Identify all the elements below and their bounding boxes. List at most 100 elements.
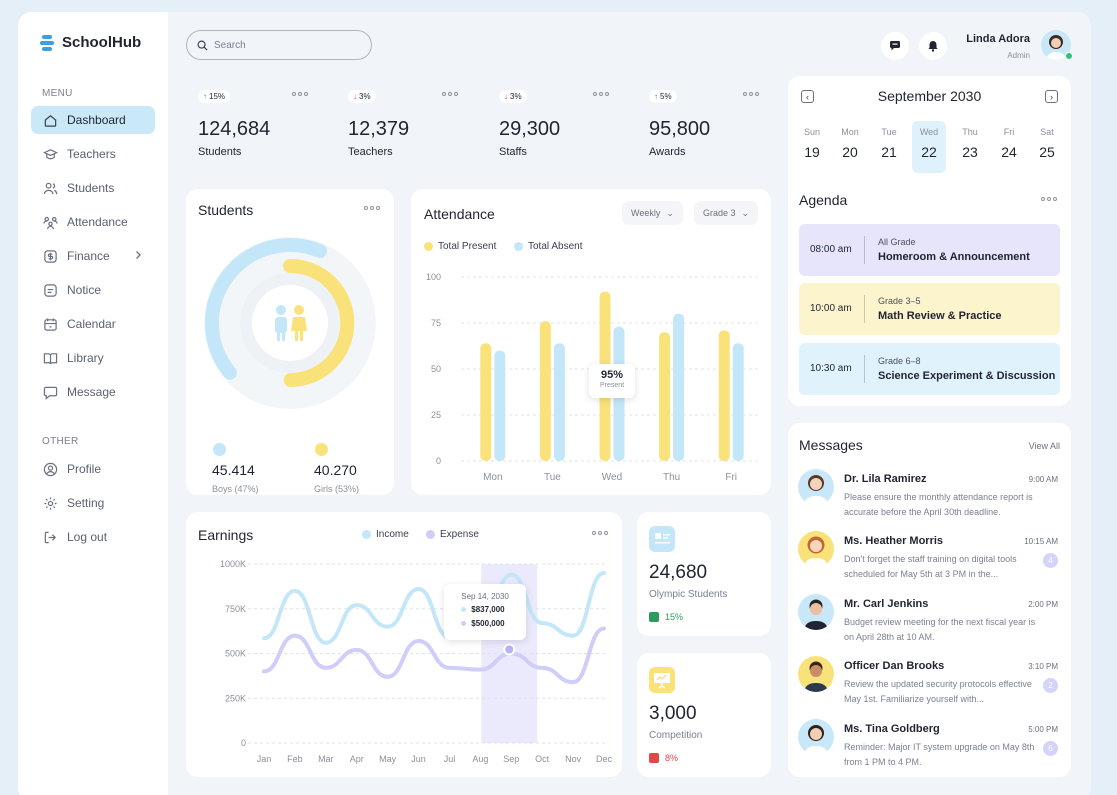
stat-card-students[interactable]: ↑ 15% 124,684 Students [186, 76, 320, 171]
arrow-up-icon: ↑ [654, 92, 658, 101]
app-name: SchoolHub [62, 34, 142, 51]
gear-icon [44, 496, 57, 510]
sidebar-item-logout[interactable]: Log out [31, 523, 155, 551]
stat-label: Students [198, 146, 242, 158]
arrow-up-icon: ↑ [203, 92, 207, 101]
message-item[interactable]: Officer Dan Brooks 3:10 PM Review the upd… [798, 656, 1060, 712]
grade-dropdown[interactable]: Grade 3 ⌄ [694, 201, 759, 225]
more-options-icon[interactable] [592, 531, 608, 535]
sidebar-item-attendance[interactable]: Attendance [31, 208, 155, 236]
series-line-income [262, 570, 606, 645]
stat-card-staffs[interactable]: ↓ 3% 29,300 Staffs [487, 76, 621, 171]
bar-absent[interactable] [673, 313, 685, 461]
sidebar-item-profile[interactable]: Profile [31, 455, 155, 483]
avatar [798, 594, 834, 630]
more-options-icon[interactable] [743, 92, 759, 96]
sidebar-item-label: Message [67, 385, 116, 399]
sidebar-item-students[interactable]: Students [31, 174, 155, 202]
calendar-day[interactable]: Tue 21 [881, 127, 897, 160]
stat-value: 29,300 [499, 118, 561, 140]
card-title: Attendance [424, 206, 495, 222]
earnings-tooltip: Sep 14, 2030 $837,000 $500,000 [444, 584, 527, 640]
x-tick-label: Wed [602, 472, 622, 483]
stat-label: Awards [649, 146, 686, 158]
more-options-icon[interactable] [442, 92, 458, 96]
series-line-expense [262, 626, 606, 685]
sidebar-item-setting[interactable]: Setting [31, 489, 155, 517]
search-bar[interactable] [186, 30, 372, 60]
messages-title: Messages [799, 437, 863, 453]
calendar-day[interactable]: Mon 20 [841, 127, 859, 160]
logo-icon [40, 34, 54, 51]
girls-arc [283, 258, 355, 387]
more-options-icon[interactable] [364, 206, 380, 210]
more-options-icon[interactable] [292, 92, 308, 96]
change-badge: ↑ 5% [649, 90, 677, 103]
students-icon [275, 305, 307, 341]
logo[interactable]: SchoolHub [40, 34, 141, 51]
hover-point[interactable] [503, 643, 516, 656]
avatar [798, 656, 834, 692]
bar-absent[interactable] [494, 350, 506, 461]
x-tick-label: Feb [287, 754, 303, 764]
more-options-icon[interactable] [1041, 197, 1057, 201]
chevron-right-icon [136, 251, 141, 259]
profile-icon [43, 462, 58, 476]
calendar-day[interactable]: Thu 23 [962, 127, 978, 160]
stat-card-teachers[interactable]: ↓ 3% 12,379 Teachers [336, 76, 470, 171]
more-options-icon[interactable] [593, 92, 609, 96]
chat-button[interactable] [881, 32, 909, 60]
notification-button[interactable] [919, 32, 947, 60]
sidebar-item-finance[interactable]: Finance [31, 242, 155, 270]
bar-absent[interactable] [732, 343, 744, 461]
sidebar-item-dashboard[interactable]: Dashboard [31, 106, 155, 134]
bar-present[interactable] [718, 330, 730, 461]
period-dropdown[interactable]: Weekly ⌄ [622, 201, 683, 225]
sidebar-item-notice[interactable]: Notice [31, 276, 155, 304]
stat-value: 12,379 [348, 118, 410, 140]
view-all-link[interactable]: View All [1028, 441, 1060, 451]
bar-present[interactable] [480, 343, 492, 461]
x-tick-label: Mon [483, 472, 502, 483]
card-title: Students [198, 202, 254, 218]
search-input[interactable] [214, 39, 354, 51]
calendar-day[interactable]: Sun 19 [803, 127, 820, 160]
x-tick-label: Jun [411, 754, 426, 764]
message-item[interactable]: Mr. Carl Jenkins 2:00 PM Budget review me… [798, 594, 1060, 650]
legend-absent: Total Absent [514, 241, 582, 252]
stat-label: Olympic Students [649, 589, 728, 600]
next-month-button[interactable]: › [1045, 90, 1058, 103]
sidebar-item-label: Profile [67, 462, 102, 476]
calendar-day[interactable]: Fri 24 [1001, 127, 1017, 160]
x-tick-label: Aug [472, 754, 488, 764]
calendar-agenda-card: ‹ September 2030 › Sun 19 Mon 20 Tue 21 Wed… [788, 76, 1071, 406]
sidebar-item-message[interactable]: Message [31, 378, 155, 406]
bar-present[interactable] [659, 332, 671, 461]
sidebar-item-library[interactable]: Library [31, 344, 155, 372]
agenda-item[interactable]: 08:00 am All Grade Homeroom & Announcemen… [799, 224, 1060, 276]
unread-count-badge: 2 [1043, 678, 1058, 693]
boys-value: 45.414 [212, 462, 255, 478]
sidebar-item-teachers[interactable]: Teachers [31, 140, 155, 168]
girls-legend-dot [315, 443, 328, 456]
message-item[interactable]: Ms. Tina Goldberg 5:00 PM Reminder: Major… [798, 719, 1060, 775]
agenda-item[interactable]: 10:30 am Grade 6–8 Science Experiment & D… [799, 343, 1060, 395]
prev-month-button[interactable]: ‹ [801, 90, 814, 103]
agenda-item[interactable]: 10:00 am Grade 3–5 Math Review & Practice [799, 283, 1060, 335]
earnings-card: Earnings Income Expense 0 250K 500K 750K 100… [186, 512, 622, 777]
stat-card-awards[interactable]: ↑ 5% 95,800 Awards [637, 76, 771, 171]
bar-present[interactable] [539, 321, 551, 461]
unread-count-badge: 6 [1043, 741, 1058, 756]
arrow-down-icon: ↓ [504, 92, 508, 101]
stat-label: Competition [649, 730, 703, 741]
calendar-day-selected[interactable]: Wed 22 [912, 121, 946, 173]
x-tick-label: Sep [503, 754, 519, 764]
boys-arc [205, 238, 328, 380]
message-item[interactable]: Dr. Lila Ramirez 9:00 AM Please ensure th… [798, 469, 1060, 525]
bar-absent[interactable] [553, 343, 565, 461]
message-item[interactable]: Ms. Heather Morris 10:15 AM Don't forget … [798, 531, 1060, 587]
change-badge: ↓ 3% [348, 90, 376, 103]
sidebar: SchoolHub MENU Dashboard Teachers Studen… [18, 12, 168, 795]
sidebar-item-calendar[interactable]: Calendar [31, 310, 155, 338]
calendar-day[interactable]: Sat 25 [1039, 127, 1055, 160]
